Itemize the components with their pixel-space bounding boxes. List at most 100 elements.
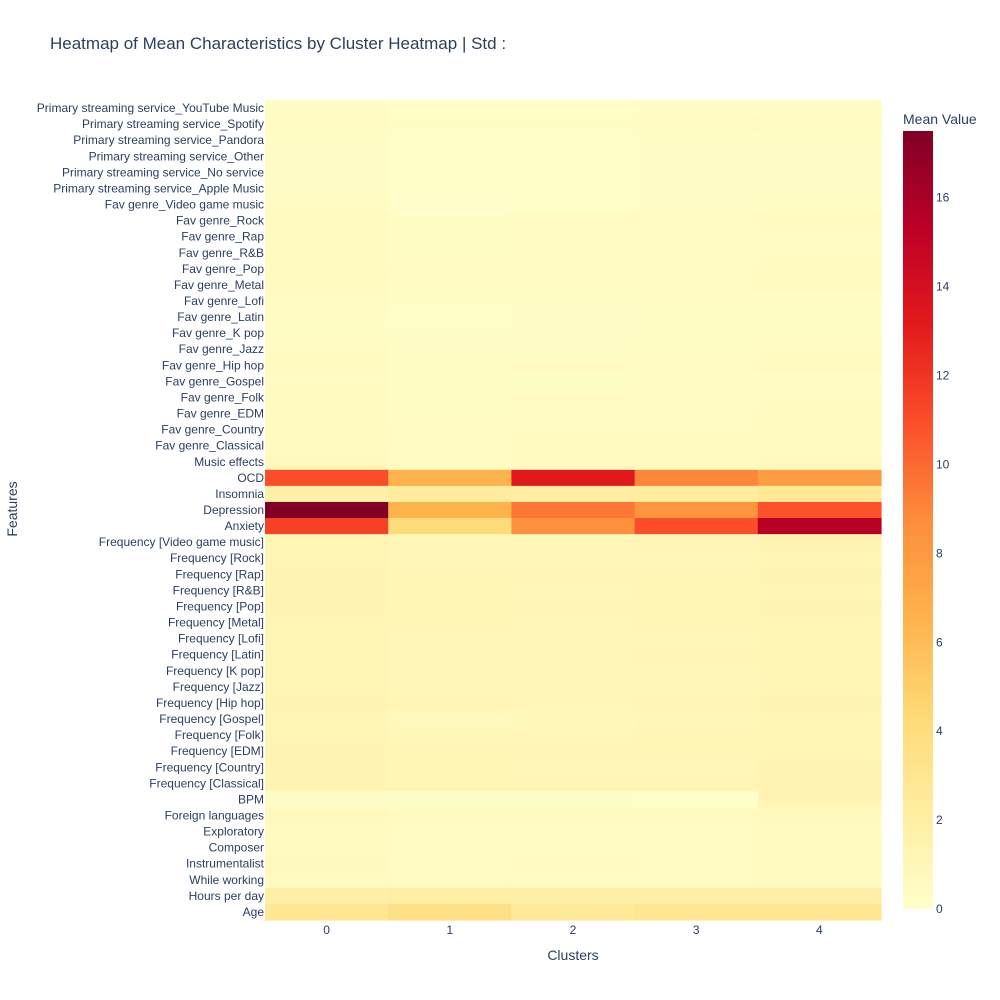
y-tick-label: Fav genre_K pop bbox=[172, 326, 264, 340]
y-tick-label: Music effects bbox=[194, 455, 264, 469]
heatmap-cell bbox=[634, 518, 759, 535]
heatmap-cell bbox=[634, 373, 759, 391]
heatmap-cell bbox=[265, 903, 389, 921]
heatmap-cell bbox=[511, 148, 636, 165]
heatmap-cell bbox=[265, 357, 389, 374]
y-tick-label: Frequency [Lofi] bbox=[178, 632, 264, 646]
heatmap-cell bbox=[388, 759, 512, 776]
heatmap-cell bbox=[757, 775, 882, 792]
heatmap-cell bbox=[265, 807, 389, 825]
heatmap-cell bbox=[757, 518, 882, 535]
y-tick-label: Frequency [Latin] bbox=[171, 648, 264, 662]
y-tick-label: Frequency [Hip hop] bbox=[156, 696, 264, 710]
heatmap-cell bbox=[757, 325, 882, 342]
heatmap-cell bbox=[511, 228, 636, 246]
heatmap-cell bbox=[388, 309, 512, 326]
heatmap-cell bbox=[757, 389, 882, 407]
colorbar-tick-label: 14 bbox=[936, 280, 950, 294]
y-tick-label: Primary streaming service_Spotify bbox=[82, 117, 264, 131]
heatmap-cell bbox=[511, 357, 636, 374]
heatmap-cell bbox=[511, 759, 636, 776]
heatmap-cell bbox=[265, 373, 389, 391]
heatmap-cell bbox=[757, 710, 882, 728]
heatmap-cell bbox=[634, 791, 759, 809]
heatmap-cell bbox=[265, 855, 389, 873]
heatmap-cell bbox=[757, 646, 882, 664]
heatmap-cell bbox=[511, 180, 636, 198]
heatmap-cell bbox=[388, 566, 512, 583]
heatmap-cell bbox=[634, 678, 759, 696]
heatmap-cell bbox=[757, 887, 882, 905]
heatmap-cell bbox=[265, 710, 389, 728]
heatmap-cell bbox=[511, 437, 636, 455]
heatmap-cell bbox=[511, 775, 636, 792]
heatmap-cell bbox=[634, 582, 759, 600]
heatmap-cell bbox=[265, 775, 389, 792]
heatmap-cell bbox=[511, 453, 636, 471]
heatmap-cell bbox=[265, 614, 389, 632]
x-tick-label: 0 bbox=[323, 923, 330, 937]
heatmap-cell bbox=[757, 292, 882, 310]
heatmap-cell bbox=[634, 759, 759, 776]
heatmap-cell bbox=[265, 839, 389, 857]
heatmap-cell bbox=[511, 887, 636, 905]
heatmap-cell bbox=[511, 325, 636, 342]
heatmap-cell bbox=[757, 164, 882, 181]
x-tick-label: 2 bbox=[570, 923, 577, 937]
y-tick-label: Composer bbox=[209, 841, 264, 855]
heatmap-cell bbox=[511, 694, 636, 712]
heatmap-cell bbox=[388, 871, 512, 889]
heatmap-cell bbox=[265, 421, 389, 439]
y-tick-label: Age bbox=[243, 905, 265, 919]
heatmap-cell bbox=[757, 373, 882, 391]
y-tick-label: Fav genre_Classical bbox=[155, 439, 264, 453]
heatmap-cell bbox=[388, 710, 512, 728]
heatmap-cell bbox=[265, 325, 389, 342]
y-tick-label: OCD bbox=[237, 471, 264, 485]
heatmap-cell bbox=[634, 309, 759, 326]
heatmap-cell bbox=[511, 389, 636, 407]
y-tick-label: Hours per day bbox=[189, 889, 264, 903]
y-tick-label: Fav genre_Metal bbox=[174, 278, 264, 292]
heatmap-cell bbox=[757, 453, 882, 471]
x-tick-label: 4 bbox=[816, 923, 823, 937]
heatmap-cell bbox=[634, 598, 759, 616]
heatmap-cell bbox=[265, 662, 389, 680]
y-tick-label: Frequency [K pop] bbox=[166, 664, 264, 678]
colorbar-tick-label: 8 bbox=[936, 546, 943, 560]
heatmap-cell bbox=[511, 405, 636, 423]
heatmap-cell bbox=[634, 534, 759, 551]
heatmap-cell bbox=[634, 212, 759, 230]
heatmap-cell bbox=[634, 421, 759, 439]
heatmap-cell bbox=[634, 903, 759, 921]
heatmap-cell bbox=[265, 678, 389, 696]
y-tick-label: Fav genre_Gospel bbox=[165, 374, 264, 388]
heatmap-cell bbox=[265, 453, 389, 471]
heatmap-cell bbox=[388, 662, 512, 680]
heatmap-cell bbox=[511, 807, 636, 825]
heatmap-cell bbox=[388, 614, 512, 632]
heatmap-cell bbox=[265, 791, 389, 809]
heatmap-cell bbox=[511, 132, 636, 149]
heatmap-cell bbox=[511, 196, 636, 214]
heatmap-cell bbox=[634, 100, 759, 117]
heatmap-cell bbox=[634, 260, 759, 278]
y-tick-label: Frequency [Jazz] bbox=[173, 680, 264, 694]
heatmap-cell bbox=[757, 839, 882, 857]
heatmap-cell bbox=[511, 100, 636, 117]
heatmap-cell bbox=[634, 469, 759, 487]
y-tick-label: Frequency [Pop] bbox=[176, 599, 264, 613]
heatmap-cell bbox=[757, 228, 882, 246]
y-tick-label: Depression bbox=[203, 503, 264, 517]
heatmap-cell bbox=[511, 582, 636, 600]
colorbar-tick-label: 2 bbox=[936, 813, 943, 827]
heatmap-cell bbox=[388, 678, 512, 696]
heatmap-cell bbox=[388, 196, 512, 214]
y-axis-tick-labels: Primary streaming service_YouTube Music P… bbox=[37, 101, 265, 919]
heatmap-cell bbox=[634, 148, 759, 165]
y-tick-label: Fav genre_Rock bbox=[176, 214, 265, 228]
heatmap-cell bbox=[634, 807, 759, 825]
heatmap-cell bbox=[265, 566, 389, 583]
heatmap-cell bbox=[265, 727, 389, 744]
heatmap-cell bbox=[757, 871, 882, 889]
